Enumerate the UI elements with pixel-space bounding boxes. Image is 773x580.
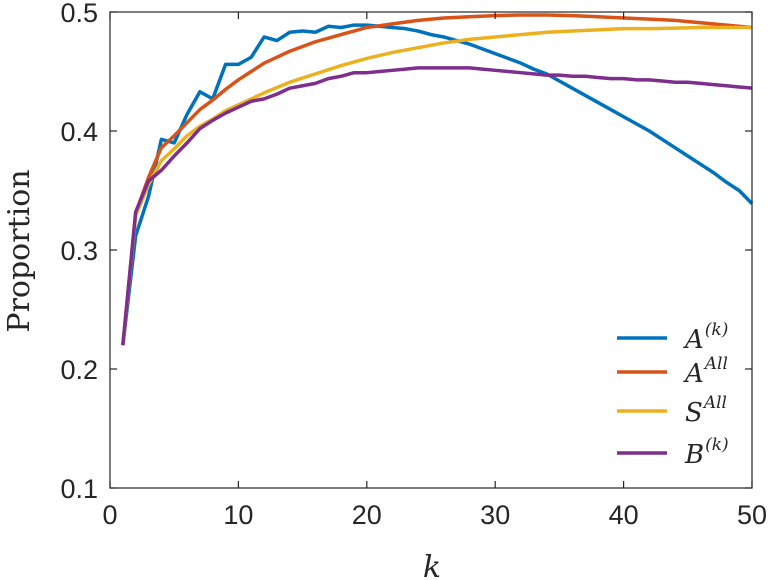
axes: [109, 11, 753, 489]
x-tick-label: 40: [609, 500, 639, 530]
y-axis-label: Proportion: [2, 169, 37, 332]
legend-label-base: S: [685, 398, 703, 428]
y-tick-label: 0.4: [60, 117, 98, 147]
series-line-1: [121, 23, 754, 346]
legend-label-superscript: (k): [705, 435, 729, 455]
legend-label-superscript: (k): [705, 320, 729, 340]
legend-label-base: B: [684, 440, 704, 470]
x-tick-label: 0: [102, 500, 117, 530]
legend-label-1: A(k): [683, 320, 728, 355]
legend-label-superscript: All: [702, 393, 727, 413]
y-tick-label: 0.3: [60, 236, 98, 266]
x-tick-label: 30: [480, 500, 510, 530]
legend-label-2: AAll: [683, 354, 728, 389]
x-axis-label: k: [423, 550, 441, 580]
y-tick-label: 0.5: [60, 0, 98, 28]
legend-label-4: B(k): [684, 435, 729, 470]
x-tick-label: 20: [352, 500, 382, 530]
legend-label-base: A: [683, 325, 704, 355]
legend-label-3: SAll: [685, 393, 727, 428]
plot-frame: [109, 11, 753, 489]
series-line-2: [121, 13, 753, 346]
series-lines: [121, 13, 754, 346]
y-tick-label: 0.2: [60, 355, 98, 385]
series-line-3: [121, 25, 752, 346]
x-tick-label: 10: [223, 500, 253, 530]
y-tick-label: 0.1: [60, 474, 98, 504]
legend-label-superscript: All: [703, 354, 728, 374]
series-line-4: [121, 66, 753, 346]
legend-label-base: A: [683, 359, 704, 389]
x-tick-label: 50: [737, 500, 767, 530]
tick-labels: 0 10 20 30 40 50 0.1 0.2 0.3 0.4 0.5: [60, 0, 767, 530]
